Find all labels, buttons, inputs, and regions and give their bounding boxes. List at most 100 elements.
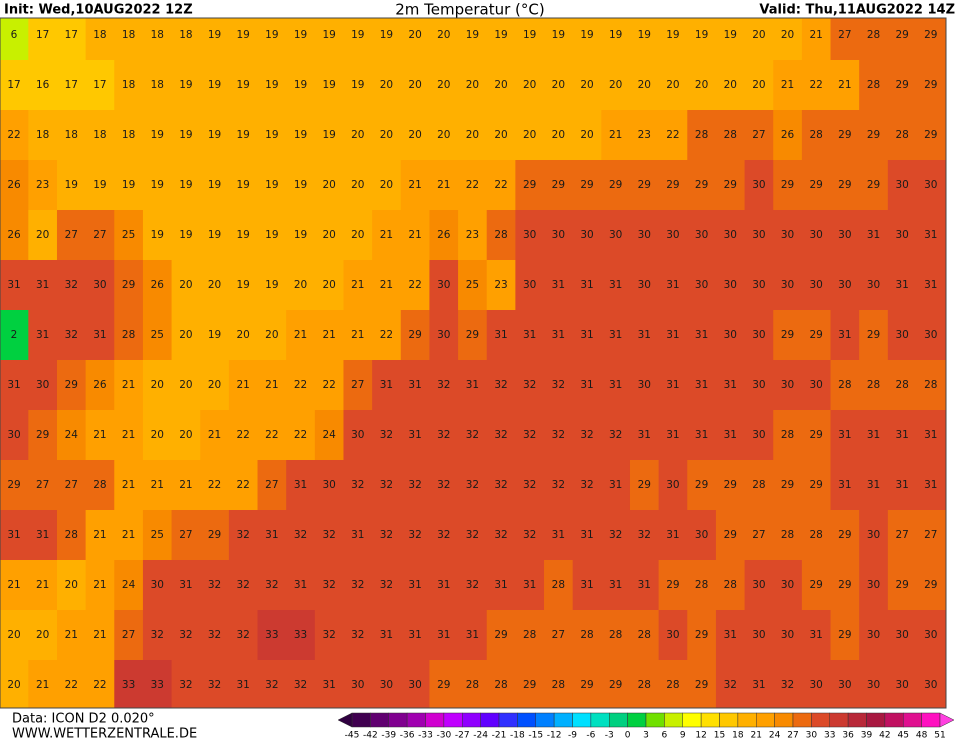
temperature-cell	[715, 660, 746, 708]
temperature-cell	[687, 110, 717, 161]
temperature-value: 19	[351, 29, 364, 41]
temperature-value: 20	[151, 379, 164, 391]
temperature-value: 21	[810, 29, 823, 41]
temperature-cell	[629, 260, 660, 311]
temperature-cell	[343, 110, 373, 161]
temperature-value: 31	[609, 479, 622, 491]
temperature-value: 20	[265, 329, 278, 341]
temperature-cell	[687, 360, 717, 411]
temperature-cell	[544, 260, 574, 311]
temperature-cell	[830, 560, 860, 611]
temperature-cell	[0, 110, 29, 161]
temperature-cell	[85, 60, 115, 111]
temperature-cell	[372, 460, 402, 511]
temperature-value: 28	[867, 79, 880, 91]
temperature-value: 32	[466, 429, 479, 441]
temperature-value: 32	[208, 579, 221, 591]
temperature-cell	[343, 510, 373, 561]
colorbar-box	[535, 712, 555, 728]
temperature-cell	[372, 210, 402, 261]
temperature-cell	[601, 510, 631, 561]
temperature-cell	[515, 510, 545, 561]
temperature-value: 27	[65, 229, 78, 241]
temperature-value: 18	[151, 29, 164, 41]
temperature-value: 19	[208, 129, 221, 141]
colorbar-label: -21	[492, 731, 507, 741]
temperature-value: 29	[838, 529, 851, 541]
temperature-cell	[572, 160, 602, 211]
temperature-value: 19	[237, 79, 250, 91]
temperature-value: 31	[408, 429, 421, 441]
temperature-cell	[314, 360, 344, 411]
temperature-cell	[200, 60, 230, 111]
temperature-cell	[887, 360, 917, 411]
temperature-value: 28	[895, 379, 908, 391]
temperature-value: 27	[265, 479, 278, 491]
map-frame	[0, 17, 947, 709]
temperature-value: 19	[580, 29, 593, 41]
colorbar-box	[370, 712, 389, 728]
temperature-value: 30	[752, 329, 765, 341]
temperature-value: 18	[122, 79, 135, 91]
colorbar-label: -42	[363, 731, 378, 741]
temperature-value: 22	[810, 79, 823, 91]
temperature-value: 21	[351, 329, 364, 341]
temperature-value: 20	[523, 129, 536, 141]
temperature-cell	[859, 60, 889, 111]
temperature-cell	[114, 410, 144, 461]
temperature-value: 30	[151, 579, 164, 591]
temperature-value: 27	[752, 129, 765, 141]
temperature-value: 30	[781, 279, 794, 291]
temperature-cell	[0, 310, 29, 361]
temperature-cell	[56, 260, 87, 311]
temperature-cell	[916, 460, 946, 511]
colorbar-box	[462, 712, 481, 728]
temperature-value: 30	[724, 329, 737, 341]
temperature-cell	[773, 560, 803, 611]
colorbar-label: 24	[769, 731, 781, 741]
temperature-cell	[601, 310, 631, 361]
temperature-value: 29	[494, 629, 507, 641]
temperature-cell	[801, 260, 832, 311]
temperature-cell	[715, 460, 746, 511]
temperature-value: 19	[93, 179, 106, 191]
temperature-cell	[629, 560, 660, 611]
temperature-value: 20	[781, 29, 794, 41]
temperature-cell	[859, 110, 889, 161]
temperature-value: 31	[609, 329, 622, 341]
temperature-value: 31	[724, 429, 737, 441]
temperature-cell	[601, 18, 631, 61]
temperature-value: 28	[638, 629, 651, 641]
temperature-value: 19	[294, 79, 307, 91]
temperature-cell	[801, 510, 832, 561]
temperature-cell	[601, 410, 631, 461]
temperature-value: 28	[609, 629, 622, 641]
temperature-value: 32	[65, 279, 78, 291]
temperature-value: 28	[838, 379, 851, 391]
temperature-value: 30	[752, 229, 765, 241]
temperature-cell	[887, 310, 917, 361]
colorbar-label: -36	[400, 731, 415, 741]
temperature-value: 20	[179, 379, 192, 391]
temperature-value: 29	[36, 429, 49, 441]
temperature-value: 31	[7, 279, 20, 291]
temperature-value: 28	[924, 379, 937, 391]
temperature-cell	[85, 410, 115, 461]
temperature-value: 20	[237, 329, 250, 341]
temperature-value: 30	[810, 679, 823, 691]
temperature-cell	[400, 310, 430, 361]
temperature-cell	[429, 110, 459, 161]
temperature-cell	[28, 360, 58, 411]
temperature-cell	[429, 60, 459, 111]
temperature-cell	[629, 18, 660, 61]
colorbar: -45 -42 -39 -36 -33 -30 -27 -24 -21 -18 -15 -12 -9 -6…	[337, 712, 955, 741]
temperature-value: 29	[724, 179, 737, 191]
temperature-cell	[658, 410, 688, 461]
temperature-value: 31	[179, 579, 192, 591]
temperature-value: 27	[36, 479, 49, 491]
temperature-cell	[142, 160, 173, 211]
temperature-value: 24	[65, 429, 79, 441]
temperature-value: 32	[523, 429, 536, 441]
temperature-value: 32	[65, 329, 78, 341]
temperature-value: 24	[322, 429, 336, 441]
